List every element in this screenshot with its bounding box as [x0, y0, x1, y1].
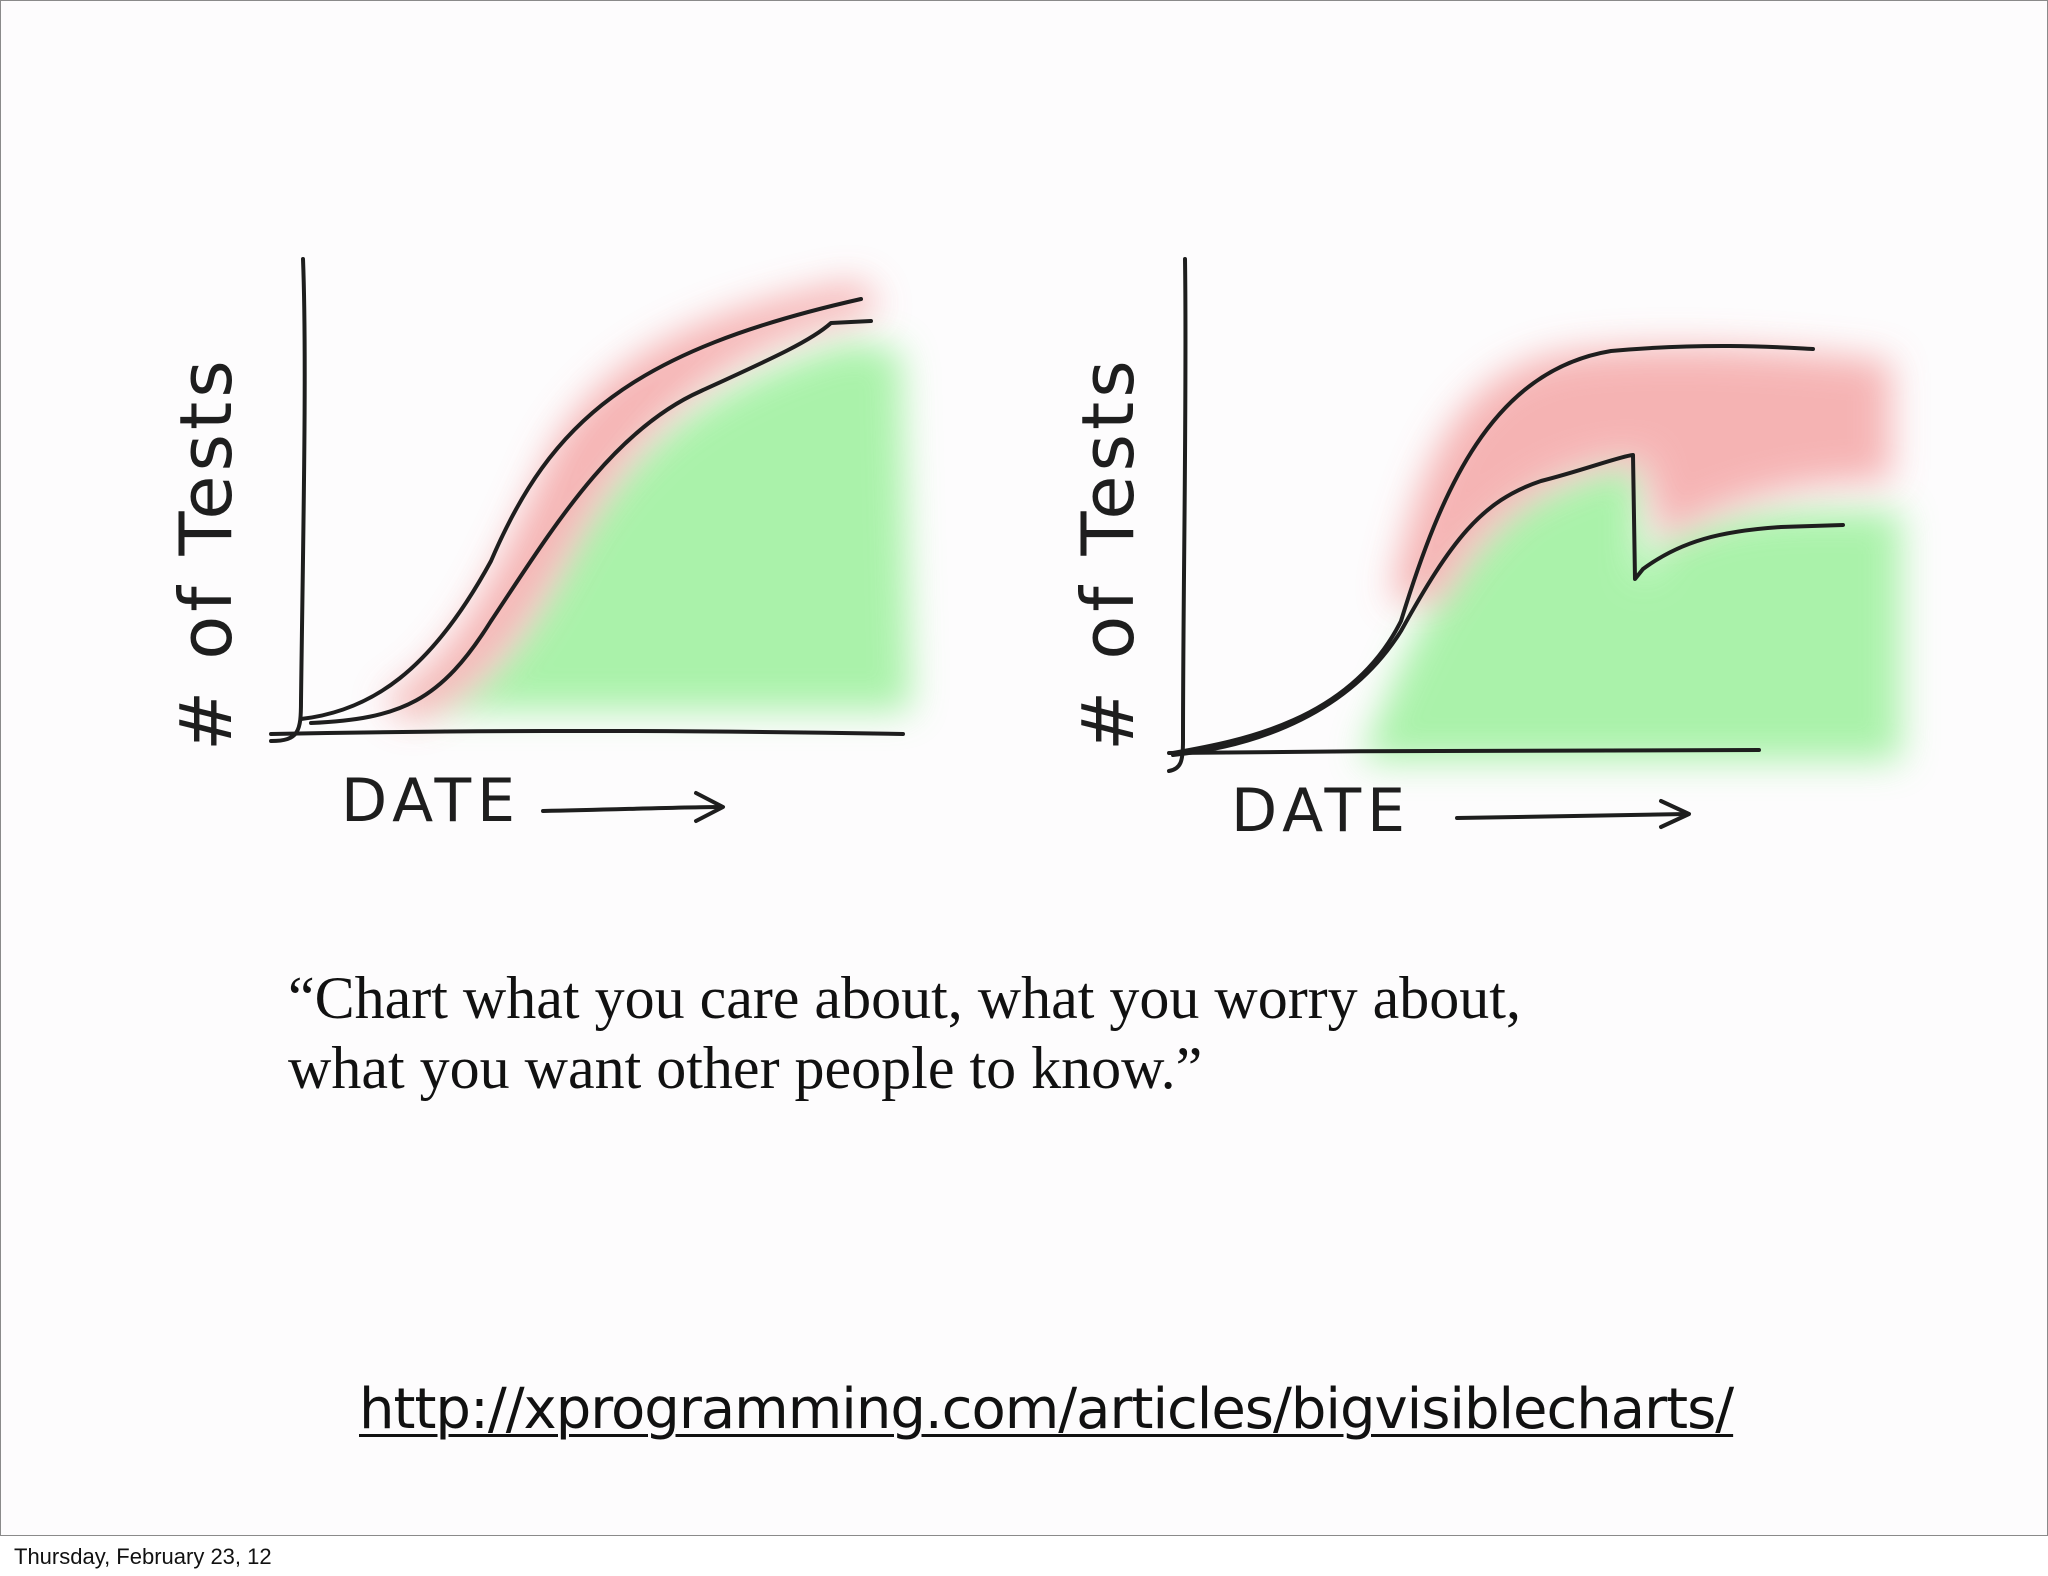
- y-axis-label: # of Tests: [164, 356, 248, 751]
- sketch-chart-left-svg: # of Tests DATE: [164, 257, 911, 836]
- green-area-passing: [1361, 461, 1901, 761]
- right-arrow-icon: [541, 791, 725, 823]
- quote-text: “Chart what you care about, what you wor…: [288, 963, 1788, 1103]
- sketch-chart-right: # of Tests DATE: [1021, 241, 1921, 861]
- slide: # of Tests DATE # of Tests DATE: [0, 0, 2048, 1536]
- footer-date: Thursday, February 23, 12: [14, 1544, 272, 1569]
- y-axis: [1167, 257, 1188, 773]
- x-axis-label: DATE: [341, 766, 521, 836]
- y-axis-label: # of Tests: [1066, 356, 1150, 751]
- quote-line-1: “Chart what you care about, what you wor…: [288, 965, 1521, 1031]
- x-axis: [269, 728, 905, 736]
- sketch-chart-right-svg: # of Tests DATE: [1066, 257, 1901, 846]
- passing-tests-line: [1171, 453, 1845, 757]
- y-axis: [269, 257, 307, 743]
- total-tests-line: [299, 297, 863, 721]
- sketch-chart-left: # of Tests DATE: [131, 241, 951, 841]
- passing-tests-line: [309, 319, 873, 725]
- x-axis-label: DATE: [1231, 776, 1411, 846]
- x-axis: [1167, 747, 1761, 755]
- right-arrow-icon: [1455, 799, 1691, 829]
- quote-line-2: what you want other people to know.”: [288, 1035, 1203, 1101]
- red-area-failing: [1391, 346, 1891, 601]
- red-area-failing: [381, 281, 881, 721]
- total-tests-line: [1171, 343, 1815, 755]
- source-link[interactable]: http://xprogramming.com/articles/bigvisi…: [359, 1377, 1734, 1442]
